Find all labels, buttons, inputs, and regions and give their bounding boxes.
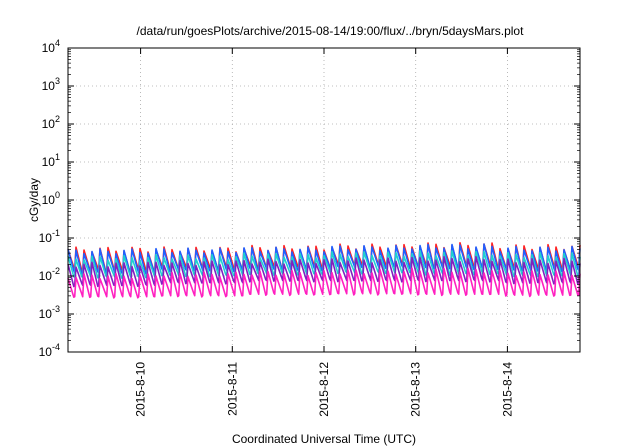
x-tick-label: 2015-8-11: [225, 362, 239, 416]
y-tick-label: 10-2: [39, 266, 60, 283]
y-tick-label: 10-1: [39, 228, 60, 245]
series-lines: [67, 242, 581, 299]
y-tick-label: 102: [42, 114, 60, 131]
y-tick-label: 10-4: [39, 342, 60, 359]
x-tick-label: 2015-8-10: [134, 362, 148, 417]
y-tick-label: 100: [42, 190, 60, 207]
y-tick-label: 103: [42, 76, 60, 93]
y-tick-label: 104: [42, 38, 60, 55]
y-tick-label: 101: [42, 152, 60, 169]
chart-title: /data/run/goesPlots/archive/2015-08-14/1…: [137, 24, 525, 38]
y-axis-label: cGy/day: [27, 178, 41, 222]
series-line: [67, 267, 581, 299]
x-axis-label: Coordinated Universal Time (UTC): [232, 432, 416, 446]
grid-lines: [68, 48, 580, 352]
y-tick-label: 10-3: [39, 304, 60, 321]
x-tick-label: 2015-8-13: [409, 362, 423, 417]
x-tick-label: 2015-8-12: [317, 362, 331, 417]
x-tick-label: 2015-8-14: [500, 362, 514, 417]
y-axis-ticks: 104 103 102 101 100 10-1 10-2 10-3 10-4: [39, 38, 580, 359]
x-axis-ticks: 2015-8-10 2015-8-11 2015-8-12 2015-8-13 2015…: [134, 48, 514, 417]
